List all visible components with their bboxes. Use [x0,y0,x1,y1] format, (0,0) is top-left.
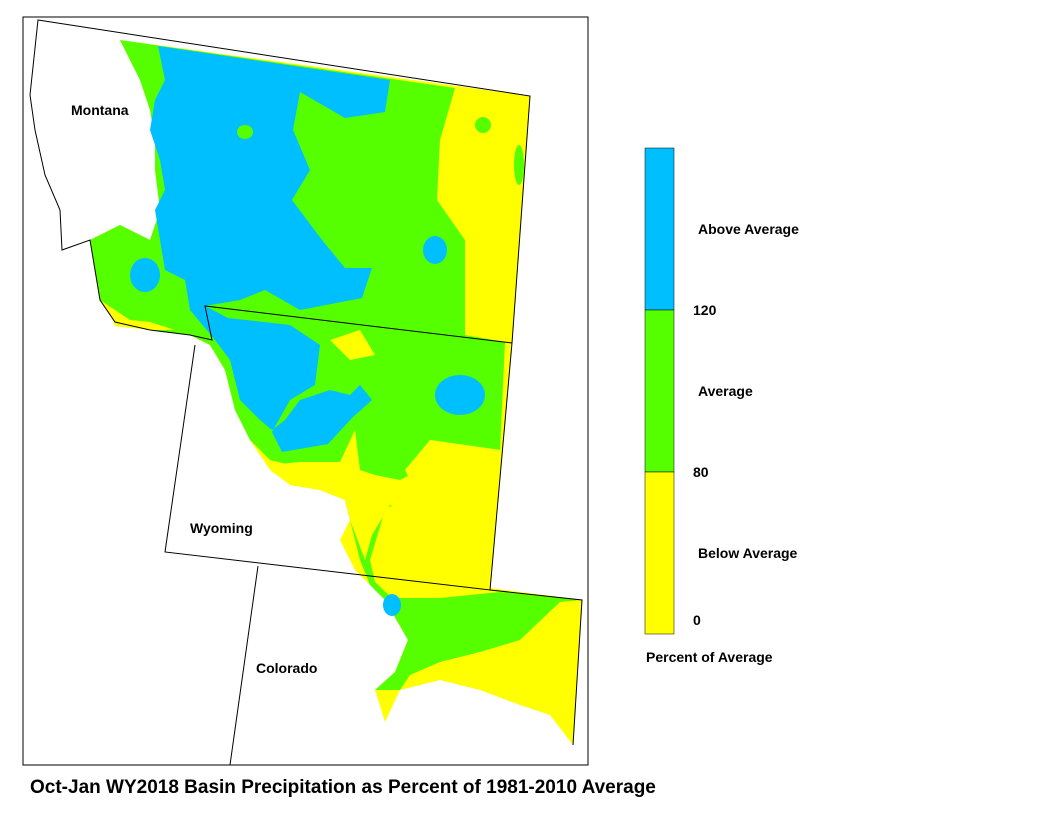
state-label: Montana [71,102,129,118]
legend: Above Average Average Below Average 120 80 0 P… [644,147,799,665]
average-patch [237,125,253,139]
legend-swatch [644,309,675,473]
average-patch [475,117,491,133]
average-patch [514,145,524,185]
legend-label: Below Average [698,545,798,561]
below-patch [330,330,375,360]
state-label: Colorado [256,660,317,676]
wyoming-outline [164,342,513,591]
legend-label: Above Average [698,221,799,237]
legend-caption: Percent of Average [646,649,773,665]
map-title: Oct-Jan WY2018 Basin Precipitation as Pe… [30,777,656,798]
above-area [150,46,390,452]
legend-label: Average [698,383,753,399]
below-patch [112,318,175,330]
legend-swatch [644,147,675,311]
precip-map [90,40,582,745]
above-patch [343,77,387,113]
montana-outline [29,19,531,344]
legend-tick: 120 [693,302,717,318]
legend-swatch [644,471,675,635]
below-patch [270,430,500,560]
above-patch [383,594,401,616]
above-patch [130,258,160,292]
colorado-outline [489,589,583,746]
map-frame [22,16,589,766]
state-label: Wyoming [190,520,253,536]
legend-tick: 80 [693,464,709,480]
colorado-outline [229,565,259,766]
legend-tick: 0 [693,612,701,628]
above-patch [435,375,485,415]
above-patch [423,236,447,264]
